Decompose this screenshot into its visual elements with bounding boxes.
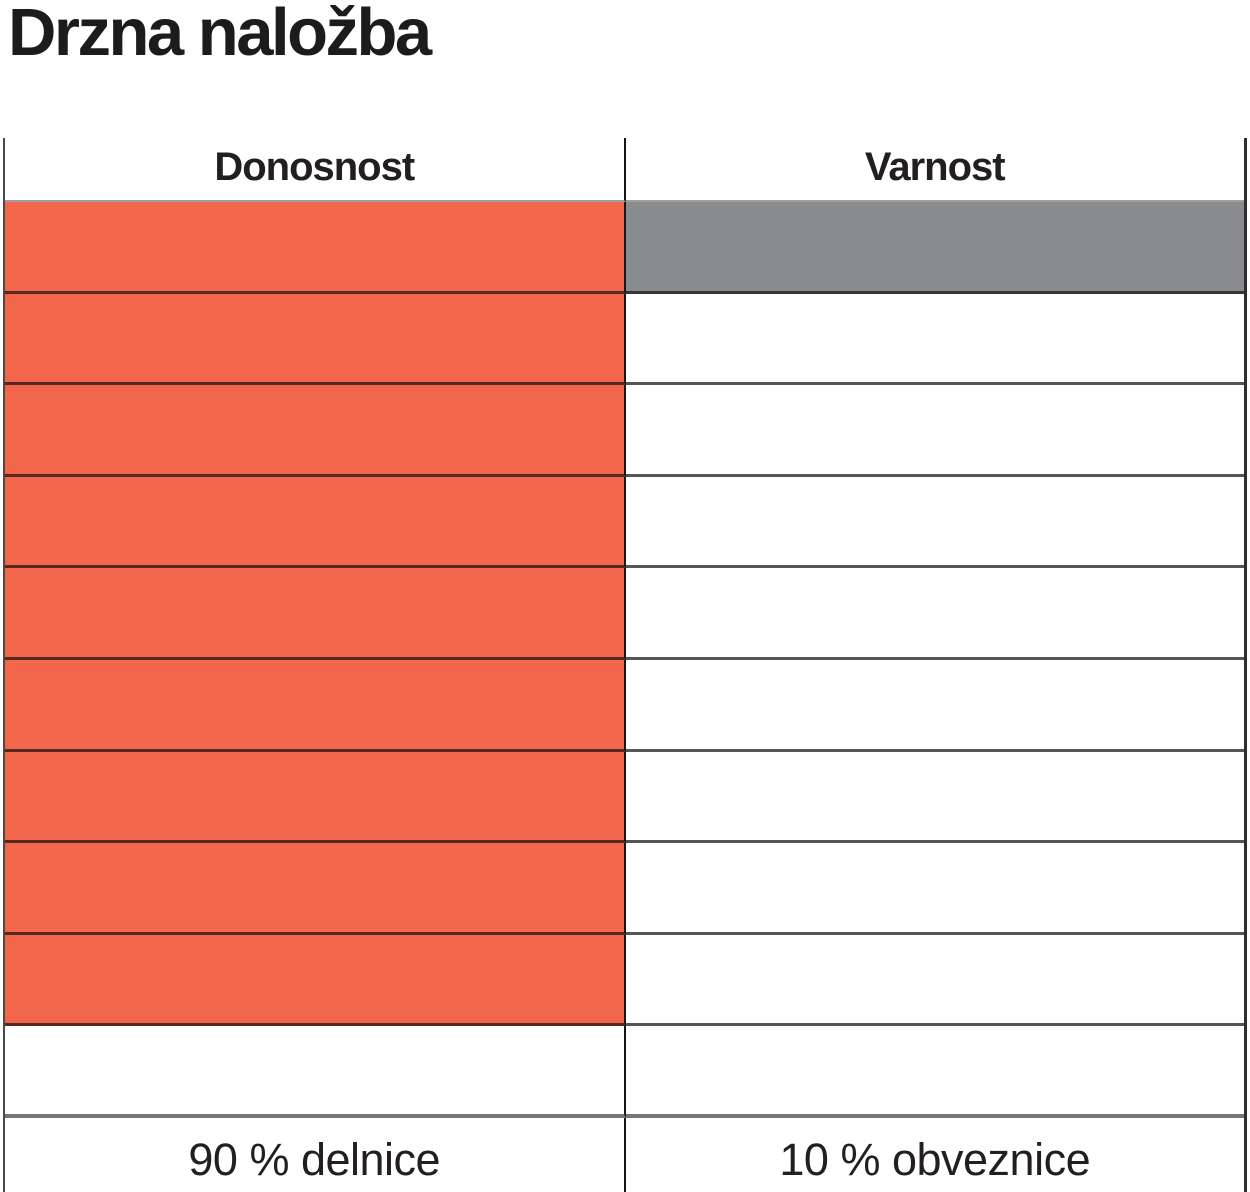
donosnost-cell-10	[5, 1026, 626, 1118]
column-header-varnost: Varnost	[625, 138, 1244, 202]
scale-row-10	[5, 1026, 1244, 1118]
donosnost-cell-9	[5, 934, 626, 1027]
donosnost-cell-4	[5, 476, 626, 569]
donosnost-cell-7	[5, 751, 626, 844]
scale-row-7	[5, 751, 1244, 844]
scale-row-8	[5, 843, 1244, 935]
varnost-cell-4	[625, 476, 1244, 569]
scale-row-1	[5, 202, 1244, 294]
rating-rows	[5, 202, 1244, 1118]
table-footer-row: 90 % delnice 10 % obveznice	[5, 1117, 1244, 1192]
varnost-cell-6	[625, 659, 1244, 752]
allocation-table: Donosnost Varnost 90 % delnice 10 % obve…	[3, 138, 1247, 1192]
donosnost-cell-5	[5, 568, 626, 660]
varnost-cell-1	[625, 202, 1244, 294]
varnost-cell-8	[625, 843, 1244, 935]
varnost-cell-5	[625, 568, 1244, 660]
varnost-cell-9	[625, 934, 1244, 1027]
donosnost-cell-2	[5, 293, 626, 386]
donosnost-cell-6	[5, 659, 626, 752]
scale-row-6	[5, 659, 1244, 752]
donosnost-cell-8	[5, 843, 626, 935]
scale-row-2	[5, 293, 1244, 386]
scale-row-9	[5, 934, 1244, 1027]
scale-row-3	[5, 385, 1244, 477]
table-header-row: Donosnost Varnost	[5, 138, 1244, 202]
column-header-donosnost: Donosnost	[5, 138, 626, 202]
varnost-cell-2	[625, 293, 1244, 386]
varnost-cell-7	[625, 751, 1244, 844]
varnost-cell-3	[625, 385, 1244, 477]
footer-label-obveznice: 10 % obveznice	[625, 1117, 1244, 1192]
donosnost-cell-1	[5, 202, 626, 294]
scale-row-5	[5, 568, 1244, 660]
footer-label-delnice: 90 % delnice	[5, 1117, 626, 1192]
page-title: Drzna naložba	[8, 0, 432, 70]
scale-row-4	[5, 476, 1244, 569]
donosnost-cell-3	[5, 385, 626, 477]
varnost-cell-10	[625, 1026, 1244, 1118]
